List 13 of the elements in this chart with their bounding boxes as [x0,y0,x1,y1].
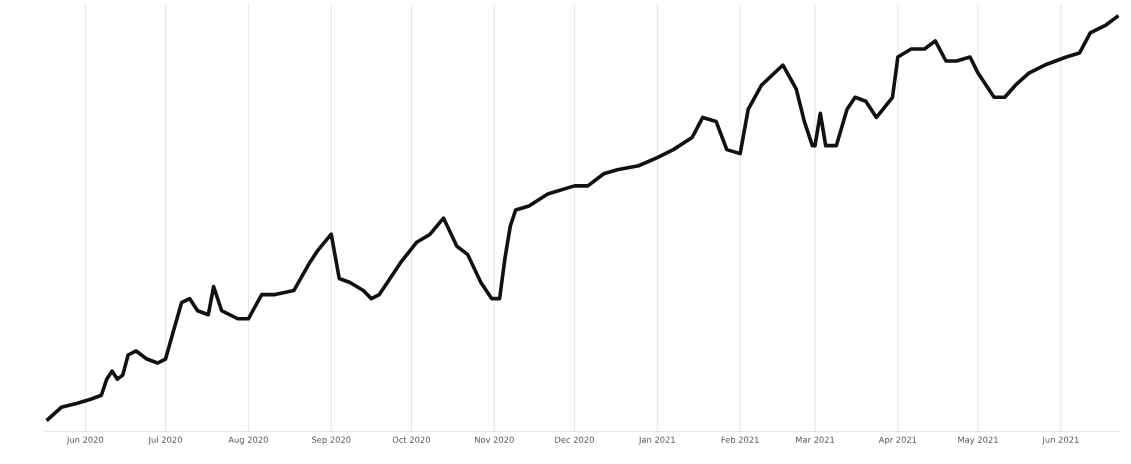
x-tick-label: Jan 2021 [638,436,675,445]
x-tick-label: May 2021 [958,436,998,445]
x-tick-label: Apr 2021 [878,436,917,445]
x-tick-label: Oct 2020 [392,436,430,443]
x-tick-label: Dec 2020 [555,436,594,443]
x-tick-label: Aug 2020 [228,436,268,445]
x-tick-label: Jun 2020 [66,436,104,445]
x-tick-label: Mar 2021 [796,436,835,443]
x-tick-label: Sep 2020 [311,436,351,445]
x-tick-label: Feb 2021 [721,436,759,443]
x-tick-label: Jun 2021 [1042,436,1079,445]
x-tick-label: Jul 2020 [148,436,182,445]
x-tick-label: Nov 2020 [475,436,514,443]
